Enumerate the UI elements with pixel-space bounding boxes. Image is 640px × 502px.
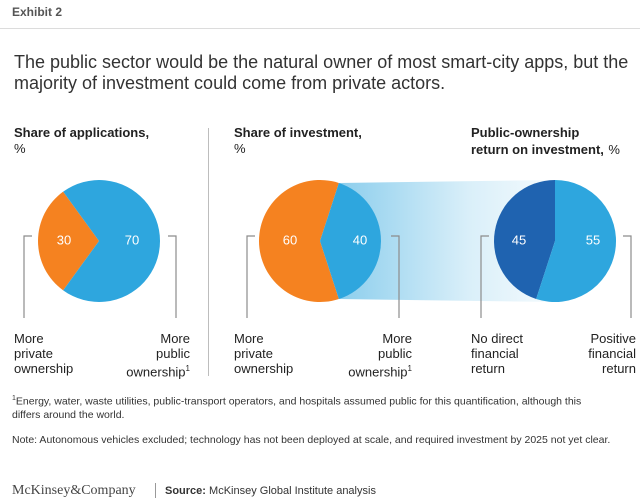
return-left-line3: return — [471, 361, 505, 376]
applications-left-line3: ownership — [14, 361, 74, 376]
return-title-line2: return on investment, % — [471, 141, 620, 159]
investment-flow-path — [338, 180, 555, 302]
exhibit-label: Exhibit 2 — [12, 5, 63, 19]
footnote-1-text: Energy, water, waste utilities, public-t… — [12, 395, 582, 421]
return-right-label: Positive financial return — [536, 331, 636, 376]
footer-source: Source: McKinsey Global Institute analys… — [165, 485, 376, 497]
investment-left-line2: private — [234, 346, 274, 361]
applications-right-sup: 1 — [185, 364, 190, 373]
investment-value-public: 40 — [353, 232, 367, 247]
return-value-positive: 55 — [586, 232, 600, 247]
return-left-label: No direct financial return — [471, 331, 523, 376]
return-slice-positive — [536, 180, 617, 302]
applications-right-bracket — [168, 235, 177, 318]
applications-left-line1: More — [14, 331, 44, 346]
brackets-group — [23, 235, 632, 318]
headline: The public sector would be the natural o… — [14, 52, 629, 93]
investment-right-line3: ownership1 — [322, 361, 412, 379]
investment-left-line1: More — [234, 331, 264, 346]
applications-slice-private — [38, 191, 99, 291]
applications-right-line1: More — [160, 331, 190, 346]
applications-left-label: More private ownership — [14, 331, 73, 376]
company-logo: McKinsey&Company — [12, 483, 136, 498]
investment-slice-public — [320, 182, 381, 300]
return-title-line1: Public-ownership — [471, 125, 580, 140]
investment-right-line3-text: ownership — [348, 364, 408, 380]
investment-left-line3: ownership — [234, 361, 294, 376]
investment-value-private: 60 — [283, 232, 297, 247]
return-value-no-return: 45 — [512, 232, 526, 247]
applications-unit: % — [14, 141, 26, 156]
investment-slice-private — [258, 180, 339, 303]
applications-right-line3-text: ownership — [126, 364, 186, 380]
applications-left-bracket — [23, 235, 32, 318]
footnote-1-sup: 1 — [12, 395, 16, 402]
footnote-1: 1Energy, water, waste utilities, public-… — [12, 392, 612, 422]
footer-separator — [155, 483, 156, 498]
return-left-bracket — [480, 235, 489, 318]
footnote-note: Note: Autonomous vehicles excluded; tech… — [12, 434, 611, 446]
applications-right-line2: public — [156, 346, 190, 361]
investment-title: Share of investment, — [234, 125, 362, 140]
return-right-line1: Positive — [590, 331, 636, 346]
return-right-bracket — [623, 235, 632, 318]
return-right-line2: financial — [588, 346, 636, 361]
source-label: Source: — [165, 485, 206, 497]
investment-right-label: More public ownership1 — [322, 331, 412, 379]
return-title-text: return on investment, — [471, 142, 604, 157]
applications-value-private: 30 — [57, 232, 71, 247]
exhibit-divider — [0, 28, 640, 29]
applications-right-line3: ownership1 — [100, 361, 190, 379]
investment-flow-band — [338, 180, 555, 302]
return-unit: % — [608, 142, 620, 157]
investment-unit: % — [234, 141, 246, 156]
investment-right-line2: public — [378, 346, 412, 361]
investment-left-label: More private ownership — [234, 331, 293, 376]
return-left-line2: financial — [471, 346, 519, 361]
return-slice-no-return — [494, 180, 555, 300]
investment-right-line1: More — [382, 331, 412, 346]
source-text: McKinsey Global Institute analysis — [209, 485, 376, 497]
pies-group: 30 70 60 40 45 55 — [38, 179, 617, 303]
panel-divider — [208, 128, 209, 376]
return-right-line3: return — [602, 361, 636, 376]
return-left-line1: No direct — [471, 331, 524, 346]
applications-slice-public — [63, 179, 161, 302]
applications-title: Share of applications, — [14, 125, 150, 140]
applications-right-label: More public ownership1 — [100, 331, 190, 379]
investment-right-bracket — [391, 235, 400, 318]
applications-value-public: 70 — [125, 232, 139, 247]
investment-right-sup: 1 — [407, 364, 412, 373]
investment-left-bracket — [246, 235, 255, 318]
applications-left-line2: private — [14, 346, 54, 361]
